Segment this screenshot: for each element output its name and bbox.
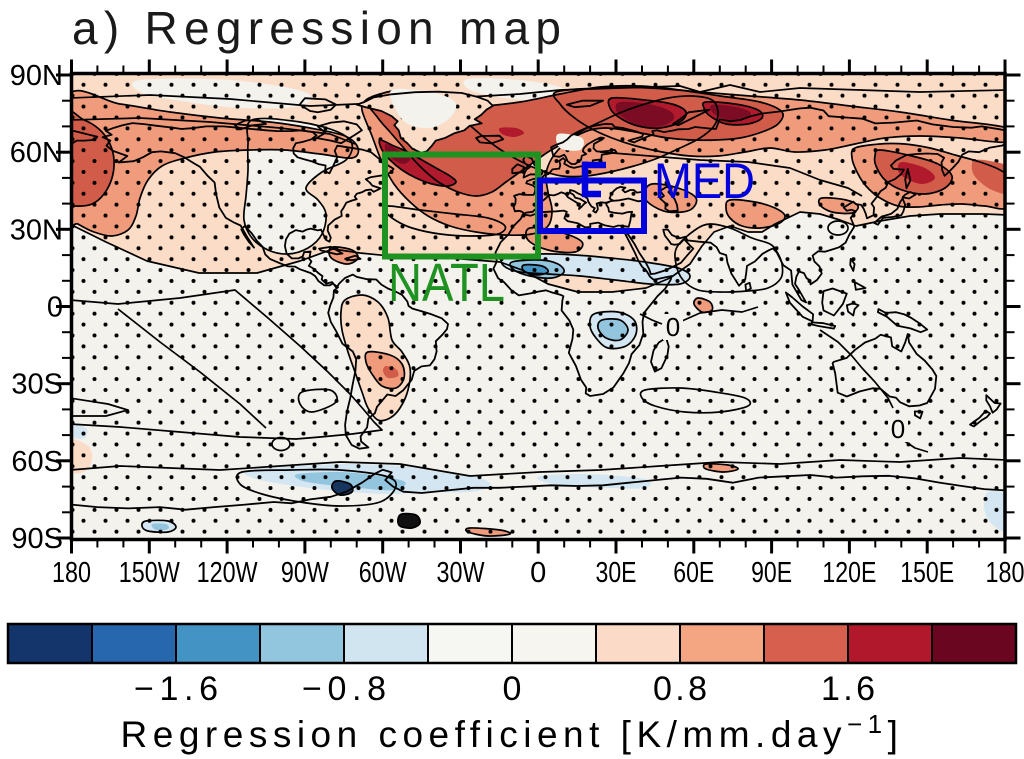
svg-text:90W: 90W: [281, 557, 329, 589]
svg-text:180: 180: [52, 557, 91, 589]
svg-text:60E: 60E: [673, 557, 714, 589]
svg-text:180: 180: [986, 557, 1024, 589]
svg-text:0.8: 0.8: [653, 670, 707, 708]
svg-text:0: 0: [530, 557, 546, 589]
svg-text:MED: MED: [654, 153, 755, 209]
svg-text:30E: 30E: [596, 557, 637, 589]
svg-text:120W: 120W: [197, 557, 258, 589]
svg-text:0: 0: [47, 292, 63, 324]
svg-text:120E: 120E: [822, 557, 876, 589]
svg-text:−0.8: −0.8: [302, 670, 386, 708]
svg-text:60S: 60S: [11, 446, 63, 478]
svg-text:NATL: NATL: [388, 253, 505, 313]
svg-text:150W: 150W: [119, 557, 180, 589]
svg-text:−1.6: −1.6: [134, 670, 218, 708]
svg-text:90N: 90N: [10, 60, 63, 92]
svg-text:30W: 30W: [437, 557, 485, 589]
svg-text:90E: 90E: [751, 557, 792, 589]
svg-text:Regression coefficient [K/mm: Regression coefficient [K/mm.day−1]: [121, 709, 904, 755]
svg-text:60N: 60N: [10, 137, 63, 169]
svg-text:30N: 30N: [10, 214, 63, 246]
svg-text:90S: 90S: [11, 523, 63, 555]
svg-text:0: 0: [891, 414, 905, 444]
svg-text:1.6: 1.6: [821, 670, 875, 708]
svg-text:0: 0: [503, 670, 522, 708]
svg-text:30S: 30S: [11, 369, 63, 401]
svg-text:150E: 150E: [900, 557, 954, 589]
svg-text:0: 0: [666, 312, 680, 342]
svg-text:60W: 60W: [359, 557, 407, 589]
svg-text:a) Regression map: a) Regression map: [72, 2, 561, 54]
